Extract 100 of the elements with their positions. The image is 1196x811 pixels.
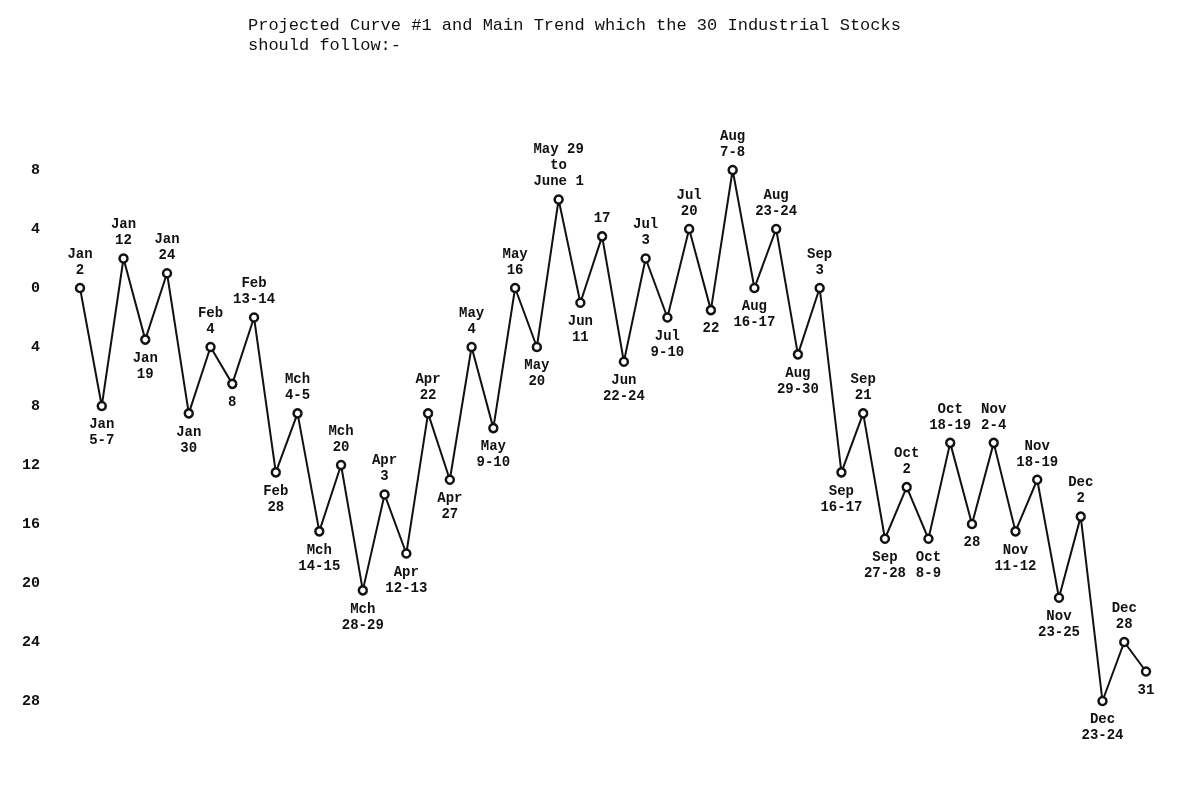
x-tick-label: Oct 2 [894, 444, 920, 477]
point [553, 194, 564, 205]
y-tick-label: 0 [30, 279, 40, 297]
point [836, 467, 847, 478]
x-tick-label: 17 [593, 210, 611, 227]
y-tick-label: 4 [30, 220, 40, 238]
point [923, 533, 934, 544]
y-tick-label: 24 [21, 633, 40, 651]
point [357, 585, 369, 596]
point [966, 518, 978, 530]
point [1119, 636, 1130, 648]
point [96, 400, 108, 412]
point [749, 282, 760, 294]
point [314, 526, 325, 537]
point [488, 422, 499, 434]
point [857, 408, 869, 419]
x-tick-label: 22 [702, 320, 720, 337]
x-tick-label: Nov 11-12 [994, 541, 1037, 574]
x-tick-label: Jul 3 [633, 216, 659, 249]
point [248, 312, 260, 323]
y-tick-label: 28 [21, 692, 40, 710]
y-tick-label: 12 [21, 456, 40, 474]
x-tick-label: Jul 9-10 [650, 327, 685, 360]
x-tick-label: 28 [963, 534, 981, 551]
y-tick-label: 20 [21, 574, 40, 592]
point [814, 282, 825, 294]
point [140, 334, 151, 345]
y-tick-label: 8 [30, 161, 40, 179]
point [270, 467, 282, 478]
x-tick-label: Sep 3 [807, 245, 833, 278]
point [944, 437, 956, 449]
point [1097, 695, 1108, 707]
point [879, 533, 891, 544]
point [662, 312, 673, 323]
point [161, 268, 173, 279]
x-tick-label: Jun 22-24 [602, 372, 645, 404]
point [531, 341, 543, 353]
x-tick-label: May 4 [458, 304, 485, 337]
x-tick-label: Jan 12 [110, 216, 137, 249]
point [509, 282, 521, 294]
x-tick-label: Feb 4 [197, 304, 224, 337]
point [379, 489, 390, 500]
x-tick-label: Aug 23-24 [755, 186, 798, 219]
point [183, 408, 195, 419]
x-tick-label: Dec 2 [1068, 474, 1094, 507]
x-tick-label: Aug 7-8 [720, 127, 746, 160]
point [205, 341, 216, 353]
x-tick-label: Jun 11 [567, 313, 593, 345]
point [988, 437, 999, 449]
point [596, 231, 608, 242]
x-tick-label: Sep 27-28 [863, 549, 906, 581]
point [292, 408, 303, 419]
point [683, 223, 695, 235]
point [227, 378, 238, 390]
x-tick-label: Aug 29-30 [776, 364, 819, 397]
x-tick-label: Nov 2-4 [981, 400, 1007, 433]
x-tick-label: Aug 16-17 [733, 298, 776, 331]
point [705, 304, 717, 316]
point [422, 408, 434, 419]
x-tick-label: Feb 13-14 [233, 275, 276, 308]
x-tick-label: Jan 5-7 [89, 416, 115, 449]
x-tick-label: Mch 14-15 [298, 541, 341, 574]
x-tick-label: Jan 24 [154, 231, 180, 263]
x-tick-label: Jan 2 [67, 245, 93, 278]
x-tick-label: May 9-10 [476, 438, 511, 471]
point [618, 356, 630, 367]
x-tick-label: Oct 18-19 [929, 400, 972, 433]
point [575, 297, 586, 308]
x-tick-label: Jan 19 [132, 349, 158, 382]
x-tick-label: Nov 23-25 [1037, 608, 1080, 640]
x-tick-label: Mch 20 [328, 422, 354, 455]
point [770, 223, 782, 235]
x-tick-label: May 20 [524, 357, 551, 390]
x-tick-label: Dec 23-24 [1081, 711, 1124, 744]
point [1140, 666, 1152, 677]
x-tick-label: Sep 21 [850, 371, 876, 404]
x-tick-label: Nov 18-19 [1016, 437, 1059, 470]
point [335, 459, 347, 471]
x-tick-label: Jul 20 [676, 186, 702, 219]
point [401, 548, 412, 559]
point [640, 253, 651, 264]
x-tick-label: Apr 22 [415, 371, 441, 404]
point [1010, 526, 1021, 537]
point [466, 341, 477, 353]
x-tick-label: Jan 30 [176, 423, 202, 456]
point [444, 474, 456, 485]
point [792, 349, 804, 360]
x-tick-label: Oct 8-9 [915, 549, 942, 581]
point [1053, 592, 1065, 603]
point [901, 481, 912, 493]
y-tick-label: 16 [21, 515, 40, 533]
x-tick-label: Feb 28 [263, 482, 289, 515]
x-tick-label: 8 [228, 394, 237, 411]
x-tick-label: Dec 28 [1111, 599, 1137, 632]
x-tick-label: Apr 27 [437, 490, 463, 522]
point [1031, 474, 1043, 485]
chart-title: Projected Curve #1 and Main Trend which the 30 Industrial Stocks should follow:- [248, 15, 912, 55]
x-tick-label: May 16 [502, 245, 529, 278]
x-tick-label: Sep 16-17 [820, 482, 863, 515]
x-tick-label: Mch 28-29 [341, 600, 384, 633]
